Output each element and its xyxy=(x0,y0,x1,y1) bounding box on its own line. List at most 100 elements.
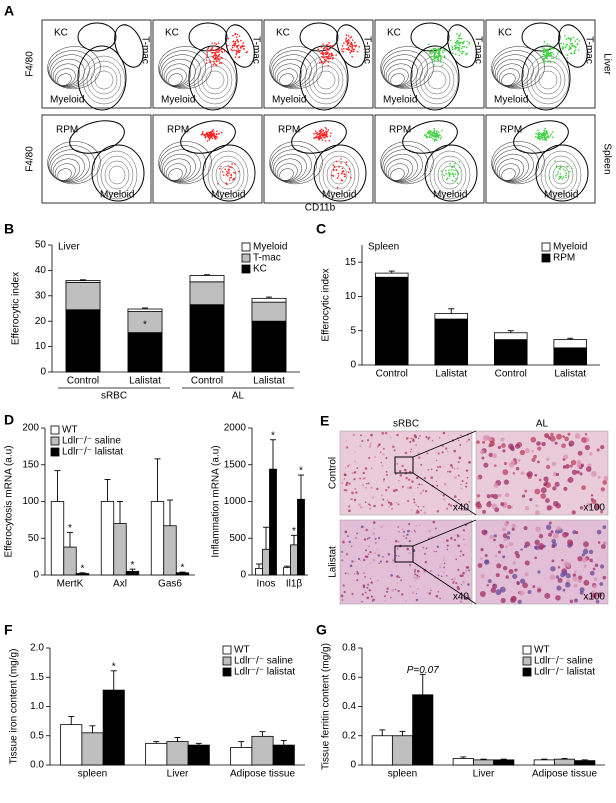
bar xyxy=(574,760,596,766)
gate xyxy=(188,45,238,111)
event-dot xyxy=(235,53,238,56)
contour xyxy=(496,158,525,182)
gate-label: Myeloid xyxy=(100,190,134,201)
cell xyxy=(413,501,416,504)
cell xyxy=(577,450,583,456)
event-dot xyxy=(319,132,321,135)
event-dot xyxy=(226,44,229,47)
event-dot xyxy=(548,54,550,57)
event-dot xyxy=(559,173,562,175)
bar-segment xyxy=(434,313,469,320)
legend-label: Ldlr⁻/⁻ lalistat xyxy=(234,667,295,678)
contour xyxy=(382,54,423,88)
event-dot xyxy=(326,56,329,58)
cell xyxy=(507,504,512,509)
cell xyxy=(466,476,469,479)
event-dot xyxy=(550,54,552,57)
cell xyxy=(367,439,370,442)
event-dot xyxy=(211,42,213,44)
cell xyxy=(380,494,383,497)
event-dot xyxy=(539,135,542,138)
cell xyxy=(603,475,609,481)
legend-label: KC xyxy=(253,264,267,275)
gate xyxy=(202,144,256,202)
event-dot xyxy=(327,51,329,53)
cell xyxy=(395,554,398,557)
y-axis-label: Efferocytosis mRNA (a.u) xyxy=(4,445,15,557)
cell xyxy=(489,440,495,447)
gate-label: Myeloid xyxy=(272,95,306,106)
event-dot xyxy=(221,171,224,173)
event-dot xyxy=(459,50,462,53)
contour xyxy=(492,145,540,184)
cell xyxy=(480,450,485,455)
event-dot xyxy=(549,134,552,137)
cell xyxy=(368,536,371,539)
event-dot xyxy=(560,42,562,45)
event-dot xyxy=(348,45,351,47)
bar xyxy=(553,758,576,766)
cell xyxy=(374,552,377,555)
y-tick-label: 50 xyxy=(35,240,47,251)
event-dot xyxy=(456,182,459,185)
cell xyxy=(443,557,446,560)
contour xyxy=(384,153,418,182)
event-dot xyxy=(448,175,451,177)
cell xyxy=(556,526,562,531)
cell xyxy=(565,464,570,469)
event-dot xyxy=(435,56,438,59)
contour xyxy=(387,68,409,86)
cell xyxy=(448,503,451,506)
y-tick-label: 0.5 xyxy=(30,730,44,741)
event-dot xyxy=(220,56,223,59)
event-dot xyxy=(430,136,433,138)
cell xyxy=(393,449,396,452)
event-dot xyxy=(206,140,209,142)
cell xyxy=(362,584,366,588)
cell xyxy=(411,480,414,483)
bar xyxy=(187,744,210,766)
y-tick-label: 50 xyxy=(28,533,40,544)
cell xyxy=(413,576,416,579)
gate xyxy=(91,144,145,202)
event-dot xyxy=(223,50,226,52)
event-dot xyxy=(320,137,322,139)
gate-label: Myeloid xyxy=(433,190,467,201)
y-tick-label: 0 xyxy=(33,570,39,581)
column-label: sRBC xyxy=(393,419,419,430)
event-dot xyxy=(314,130,317,132)
event-dot xyxy=(543,49,545,52)
zoom-line xyxy=(412,472,477,516)
cell xyxy=(551,461,557,467)
event-dot xyxy=(228,170,230,172)
cell xyxy=(463,597,466,601)
contour xyxy=(279,168,294,181)
y-tick-label: 0 xyxy=(240,570,246,581)
contour xyxy=(493,54,534,88)
cell xyxy=(540,487,547,494)
cell xyxy=(344,572,347,575)
cell xyxy=(480,574,485,579)
event-dot xyxy=(451,165,454,168)
cell xyxy=(449,504,453,507)
event-dot xyxy=(542,60,545,63)
contour xyxy=(544,155,578,195)
cell xyxy=(414,568,417,571)
cell xyxy=(522,582,528,589)
cell xyxy=(407,500,410,503)
cell xyxy=(508,461,515,468)
row-label: Spleen xyxy=(601,143,612,174)
cell xyxy=(588,549,594,555)
event-dot xyxy=(572,36,575,39)
event-dot xyxy=(454,162,456,165)
cell xyxy=(365,528,368,532)
cell xyxy=(409,450,412,453)
event-dot xyxy=(576,42,579,45)
contour xyxy=(48,50,96,89)
cell xyxy=(567,477,574,483)
cell xyxy=(538,478,542,482)
event-dot xyxy=(431,132,434,134)
event-dot xyxy=(437,56,439,58)
event-dot xyxy=(431,55,433,58)
y-tick-label: 20 xyxy=(35,316,47,327)
